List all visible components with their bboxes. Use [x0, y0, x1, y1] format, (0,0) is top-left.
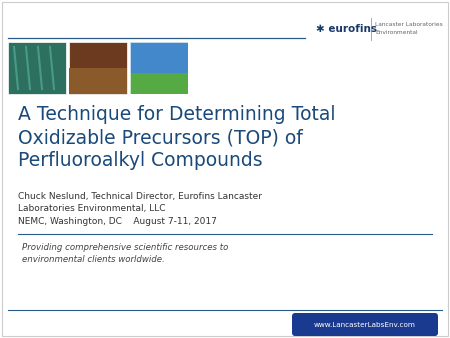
Text: Providing comprehensive scientific resources to: Providing comprehensive scientific resou…: [22, 243, 228, 252]
Text: www.LancasterLabsEnv.com: www.LancasterLabsEnv.com: [314, 322, 416, 328]
Bar: [69, 42, 127, 94]
Bar: [8, 42, 66, 94]
Text: ✱ eurofins: ✱ eurofins: [316, 24, 377, 34]
Bar: [130, 42, 188, 94]
Text: Environmental: Environmental: [375, 30, 418, 35]
Text: A Technique for Determining Total: A Technique for Determining Total: [18, 105, 336, 124]
FancyBboxPatch shape: [292, 313, 438, 336]
Text: Oxidizable Precursors (TOP) of: Oxidizable Precursors (TOP) of: [18, 128, 303, 147]
Text: Perfluoroalkyl Compounds: Perfluoroalkyl Compounds: [18, 151, 263, 170]
Text: Chuck Neslund, Technical Director, Eurofins Lancaster: Chuck Neslund, Technical Director, Eurof…: [18, 192, 262, 200]
Text: NEMC, Washington, DC    August 7-11, 2017: NEMC, Washington, DC August 7-11, 2017: [18, 217, 217, 226]
Text: environmental clients worldwide.: environmental clients worldwide.: [22, 256, 165, 265]
Text: Lancaster Laboratories: Lancaster Laboratories: [375, 23, 443, 27]
Bar: [69, 68, 127, 94]
Bar: [130, 73, 188, 94]
Text: Laboratories Environmental, LLC: Laboratories Environmental, LLC: [18, 204, 166, 214]
Bar: [130, 42, 188, 73]
